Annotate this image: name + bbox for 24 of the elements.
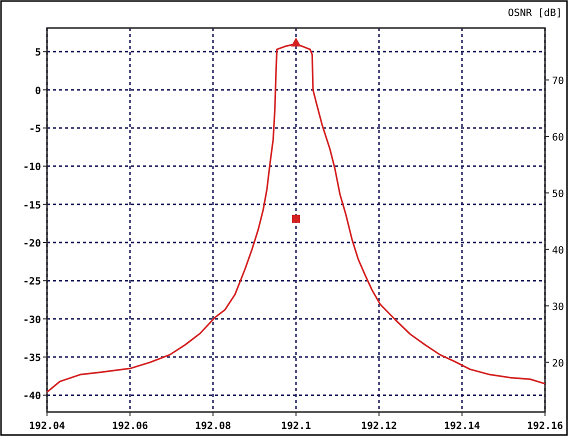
y-tick-label: 5: [34, 48, 41, 59]
x-tick-label: 192.14: [444, 421, 480, 432]
x-tick-label: 192.12: [360, 421, 398, 432]
y-tick-label: -10: [22, 162, 41, 174]
y-tick-label: -15: [22, 200, 41, 212]
x-tick-label: 192.16: [526, 421, 564, 432]
y2-axis-title: OSNR [dB]: [508, 8, 562, 19]
y2-tick-label: 50: [552, 188, 564, 200]
y2-tick-label: 40: [552, 245, 564, 256]
x-tick-label: 192.1: [280, 421, 312, 432]
x-tick-label: 192.04: [28, 421, 66, 432]
y-tick-label: -35: [22, 353, 41, 364]
y-tick-label: -30: [22, 314, 41, 326]
x-tick-label: 192.08: [194, 421, 232, 432]
y-tick-label: -20: [22, 238, 41, 250]
y2-tick-label: 30: [552, 302, 564, 313]
y2-tick-label: 60: [552, 132, 564, 144]
y-tick-label: -25: [22, 276, 41, 288]
y-tick-label: -40: [22, 391, 41, 402]
y2-tick-label: 20: [552, 358, 564, 370]
y-tick-label: -5: [28, 124, 41, 136]
y2-tick-label: 70: [552, 76, 564, 87]
x-tick-label: 192.06: [112, 421, 148, 432]
y-tick-label: 0: [34, 86, 41, 97]
